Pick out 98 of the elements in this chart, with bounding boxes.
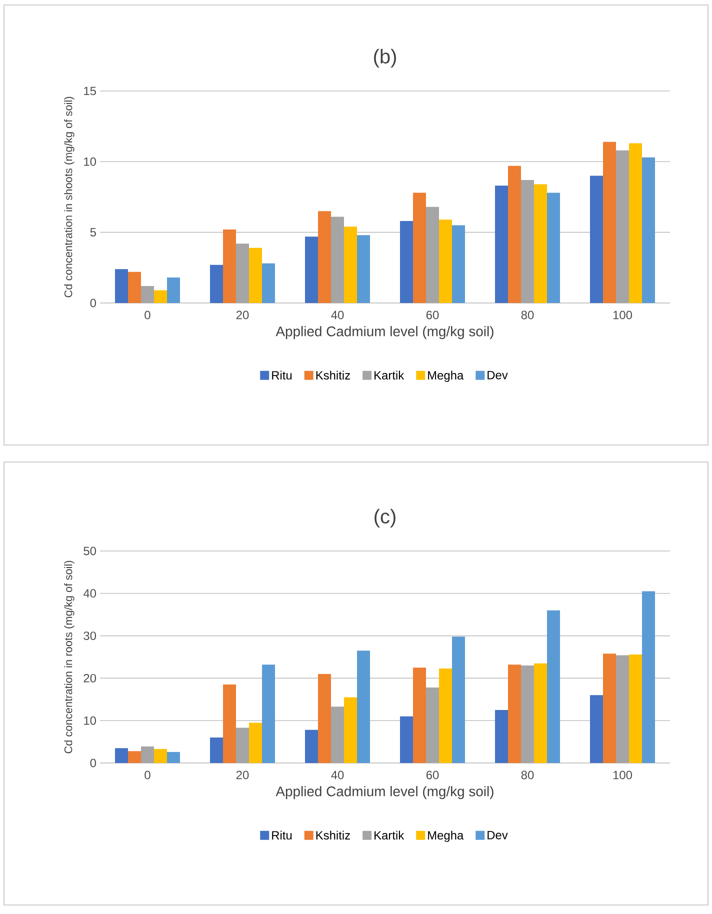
x-tick-label: 60 [426,310,439,320]
y-tick-label: 10 [84,157,96,166]
bar [154,749,167,763]
y-tick-label: 20 [84,674,96,682]
bar [141,746,154,763]
bar [318,211,331,303]
y-tick-label: 40 [83,589,96,598]
bar [318,674,331,763]
bar [520,665,534,763]
bar [236,244,249,303]
bar [534,184,547,303]
bar [520,180,534,303]
bar [412,668,426,763]
bar [616,655,629,763]
y-tick-label: 10 [84,716,96,725]
y-tick-label: 0 [90,758,96,768]
legend-label: Kartik [374,370,404,380]
x-tick-label: 60 [426,770,439,780]
x-axis-title: Applied Cadmium level (mg/kg soil) [276,786,494,800]
bar [602,654,616,763]
bar [236,728,249,763]
bar [642,157,655,303]
bar [494,186,508,303]
bar [642,591,655,763]
legend-label: Kshitiz [316,830,350,840]
bar [508,664,521,763]
legend-label: Ritu [272,370,292,380]
bar [115,269,128,303]
bar [223,684,236,763]
bar [262,263,275,303]
bar [344,226,357,303]
x-tick-label: 20 [236,770,249,780]
x-tick-label: 80 [521,310,534,320]
bar [223,229,236,303]
legend-label: Kshitiz [316,370,350,380]
legend-label: Kartik [374,830,404,840]
y-tick-label: 15 [84,86,96,96]
legend-label: Dev [488,831,508,840]
bar [400,716,413,763]
y-tick-label: 50 [84,546,96,556]
x-tick-label: 0 [144,310,150,320]
bar [115,748,128,763]
bar [128,272,141,303]
bar [356,235,370,303]
bar [590,695,603,763]
bar [412,192,426,303]
bar [210,738,223,763]
bar [128,751,141,763]
bar [330,706,344,763]
x-tick-label: 20 [236,310,249,320]
bar [167,752,180,763]
bar [452,636,465,763]
x-tick-label: 40 [331,310,344,320]
bar [330,216,344,303]
bar [356,650,370,763]
y-axis-title: Cd concentration in shoots (mg/kg of soil) [64,96,74,298]
bar [534,663,547,763]
bar [249,248,262,303]
x-axis-title: Applied Cadmium level (mg/kg soil) [276,326,494,340]
bar [616,150,629,303]
bar [249,722,262,763]
bar [167,278,180,303]
bar [546,192,560,303]
bar [154,290,167,303]
chart-title: (b) [374,48,396,68]
bar [262,664,275,763]
chart-title: (c) [374,508,396,528]
bar [438,668,452,763]
x-tick-label: 0 [144,770,150,780]
bar [210,264,223,303]
legend-label: Dev [488,371,508,380]
y-axis-title: Cd concentration in roots (mg/kg of soil) [64,560,74,754]
y-tick-label: 5 [90,228,96,236]
legend-label: Megha [428,830,464,842]
bar [452,225,465,303]
x-tick-label: 100 [613,770,632,780]
bar [305,236,318,303]
bar [628,654,642,763]
bar [508,166,521,303]
bar [400,221,413,303]
bar [494,710,508,763]
bar [426,688,439,763]
x-tick-label: 40 [331,770,344,780]
y-tick-label: 0 [90,298,96,308]
legend-label: Megha [428,370,464,382]
bar [602,142,616,303]
x-tick-label: 100 [613,310,632,320]
bar [628,143,642,303]
bar [590,176,603,303]
bar [141,286,154,303]
x-tick-label: 80 [521,770,534,780]
bar [344,697,357,763]
bar [305,730,318,763]
bar [546,610,560,763]
y-tick-label: 30 [84,632,96,640]
bar [438,220,452,303]
legend-label: Ritu [272,830,292,840]
bar [426,206,439,303]
